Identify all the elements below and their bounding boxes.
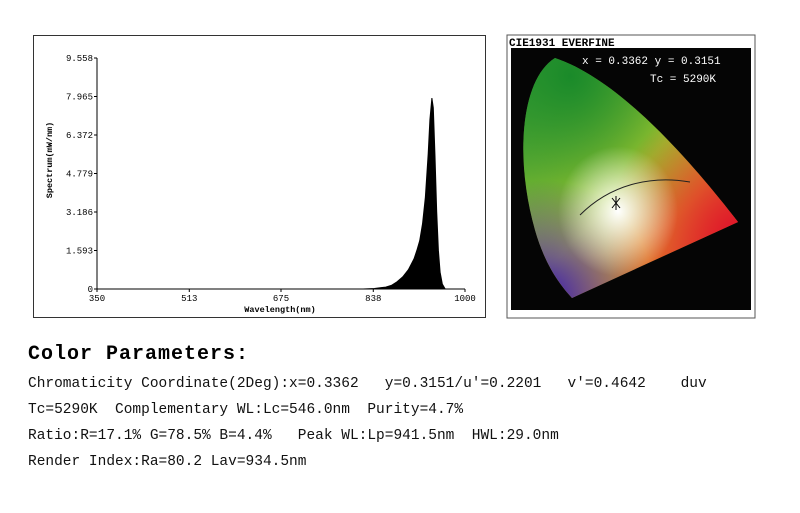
parameters-heading: Color Parameters: — [28, 343, 250, 366]
parameter-line: Render Index:Ra=80.2 Lav=934.5nm — [28, 454, 307, 470]
x-tick-label: 350 — [89, 294, 105, 304]
cie-cct: Tc = 5290K — [650, 74, 716, 86]
x-tick-label: 838 — [365, 294, 381, 304]
y-tick-label: 3.186 — [66, 208, 93, 218]
x-tick-label: 513 — [181, 294, 197, 304]
y-tick-label: 7.965 — [66, 93, 93, 103]
cie-marker — [611, 196, 621, 210]
y-tick-label: 4.779 — [66, 170, 93, 180]
cie-diagram: CIE1931 EVERFINE x = 0.3362 y = 0.3151 T… — [506, 34, 756, 319]
parameter-line: Tc=5290K Complementary WL:Lc=546.0nm Pur… — [28, 402, 464, 418]
y-tick-label: 1.593 — [66, 247, 93, 257]
cie-coordinates: x = 0.3362 y = 0.3151 — [582, 56, 721, 68]
parameter-line: Chromaticity Coordinate(2Deg):x=0.3362 y… — [28, 376, 707, 392]
charts: CIE1931 EVERFINE x = 0.3362 y = 0.3151 T… — [33, 34, 756, 319]
y-tick-label: 6.372 — [66, 131, 93, 141]
x-tick-label: 1000 — [454, 294, 476, 304]
spectrum-area — [363, 97, 447, 290]
y-tick-label: 0 — [88, 285, 93, 295]
x-axis-label: Wavelength(nm) — [244, 305, 315, 315]
x-tick-label: 675 — [273, 294, 289, 304]
planckian-locus — [579, 179, 691, 216]
parameter-line: Ratio:R=17.1% G=78.5% B=4.4% Peak WL:Lp=… — [28, 428, 559, 444]
cie-title: CIE1931 EVERFINE — [509, 38, 615, 50]
y-axis-label: Spectrum(mW/nm) — [45, 122, 55, 199]
y-tick-label: 9.558 — [66, 54, 93, 64]
